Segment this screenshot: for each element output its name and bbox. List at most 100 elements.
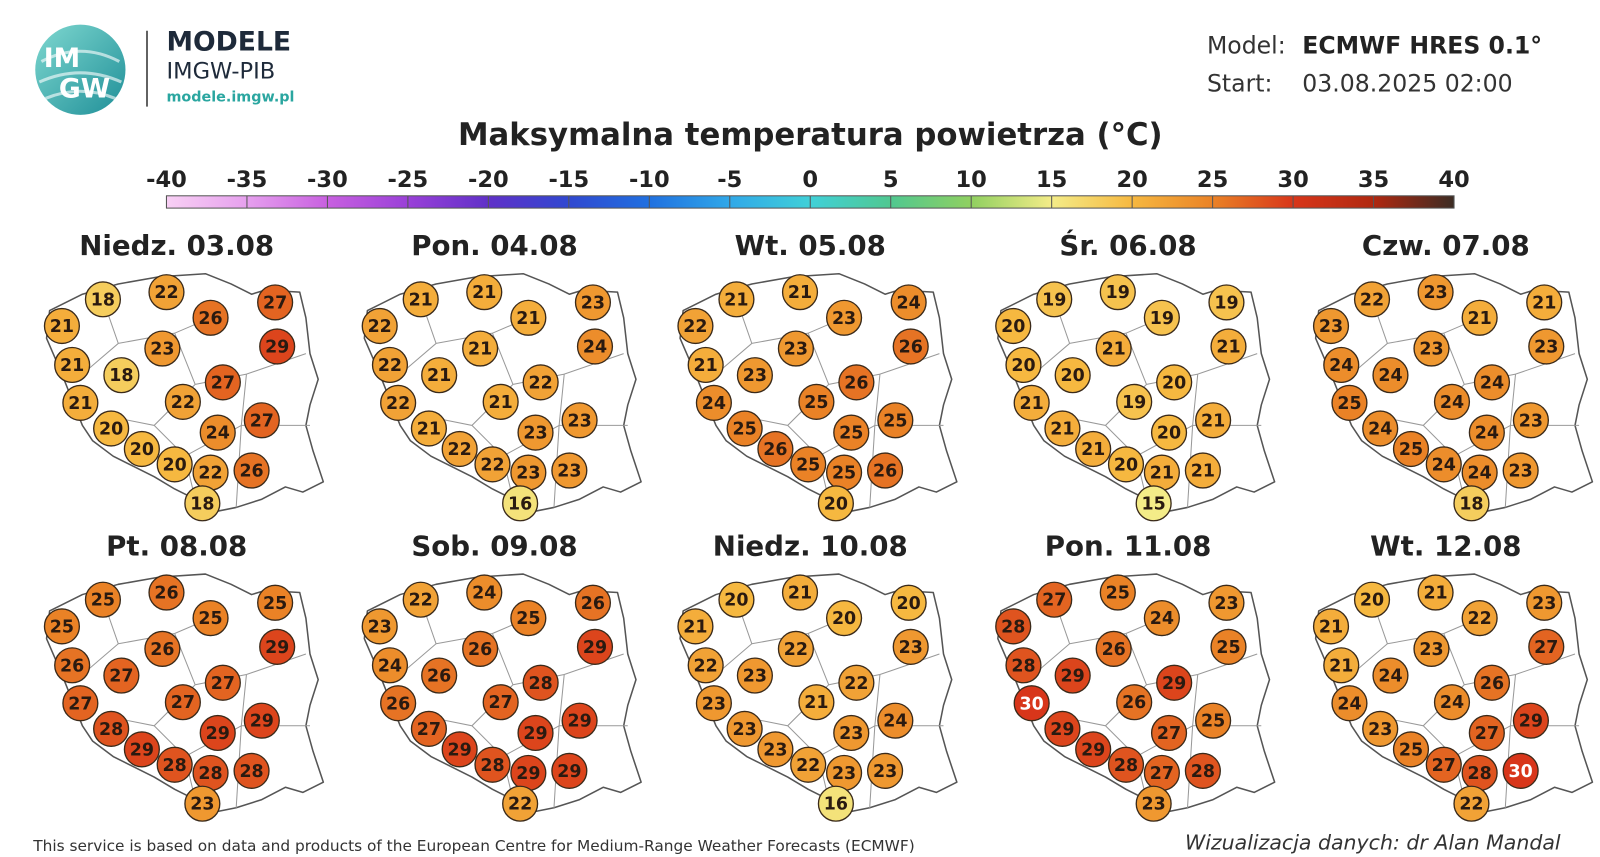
station-temperature: 23 — [743, 366, 767, 386]
station-marker — [1099, 274, 1136, 311]
station-temperature: 21 — [60, 356, 84, 376]
station-marker — [1210, 328, 1247, 365]
title: Maksymalna temperatura powietrza (°C) — [458, 117, 1163, 153]
station-temperature: 20 — [130, 440, 154, 460]
station-marker — [361, 608, 398, 645]
station-temperature: 27 — [489, 693, 513, 713]
station-temperature: 23 — [1423, 283, 1447, 303]
station-temperature: 27 — [171, 693, 195, 713]
station-temperature: 25 — [516, 609, 540, 629]
station-temperature: 23 — [1509, 462, 1533, 482]
station-temperature: 28 — [480, 756, 504, 776]
station-marker — [257, 584, 294, 621]
station-temperature: 22 — [844, 674, 868, 694]
map-title: Pon. 04.08 — [411, 229, 578, 262]
station-marker — [574, 284, 612, 321]
station-temperature: 20 — [824, 494, 848, 514]
station-marker — [798, 684, 835, 721]
map-title: Wt. 12.08 — [1370, 529, 1521, 562]
colorbar-tick-label: 30 — [1277, 167, 1308, 193]
station-marker — [1044, 710, 1081, 747]
colorbar-tick-label: 35 — [1358, 167, 1389, 193]
station-temperature: 25 — [733, 420, 757, 440]
station-temperature: 25 — [839, 424, 863, 444]
station-temperature: 26 — [386, 694, 410, 714]
station-temperature: 25 — [198, 609, 222, 629]
colorbar-tick-label: -10 — [629, 167, 670, 193]
colorbar-tick-label: 10 — [955, 167, 986, 193]
station-marker — [1095, 330, 1132, 367]
station-marker — [164, 684, 201, 721]
station-marker — [204, 664, 241, 701]
station-marker — [995, 307, 1032, 345]
station-marker — [1005, 346, 1042, 384]
station-temperature: 29 — [557, 762, 581, 782]
station-temperature: 27 — [1157, 724, 1181, 744]
station-marker — [148, 274, 185, 311]
station-marker — [1054, 657, 1091, 694]
station-marker — [1512, 402, 1550, 439]
station-temperature: 21 — [1329, 656, 1353, 676]
station-marker — [1195, 702, 1232, 739]
station-marker — [199, 714, 236, 752]
station-marker — [1433, 684, 1471, 721]
station-temperature: 24 — [897, 293, 921, 313]
station-temperature: 21 — [1319, 617, 1343, 637]
station-temperature: 21 — [472, 283, 496, 303]
station-marker — [890, 584, 927, 621]
station-marker — [1075, 430, 1112, 468]
station-marker — [1331, 685, 1368, 722]
station-temperature: 29 — [206, 724, 230, 744]
station-temperature: 29 — [1519, 712, 1543, 732]
station-temperature: 25 — [883, 411, 907, 431]
station-temperature: 20 — [1061, 366, 1085, 386]
station-temperature: 26 — [239, 462, 263, 482]
station-marker — [62, 685, 99, 722]
station-marker — [1036, 281, 1073, 318]
station-temperature: 25 — [1337, 394, 1361, 414]
station-marker — [410, 710, 448, 747]
station-marker — [259, 628, 296, 665]
station-marker — [1362, 410, 1399, 447]
station-temperature: 23 — [763, 740, 787, 760]
colorbar-tick-label: -40 — [146, 167, 187, 193]
station-marker — [1036, 581, 1073, 618]
station-temperature: 25 — [50, 617, 74, 637]
station-marker — [482, 684, 519, 721]
station-temperature: 25 — [1106, 584, 1130, 604]
station-temperature: 25 — [1399, 740, 1423, 760]
station-marker — [156, 446, 193, 483]
station-marker — [574, 584, 612, 621]
station-temperature: 26 — [154, 584, 178, 604]
station-marker — [1473, 664, 1511, 701]
station-marker — [718, 281, 755, 318]
station-temperature: 25 — [91, 591, 115, 611]
station-marker — [380, 384, 417, 421]
station-temperature: 27 — [1534, 638, 1558, 658]
station-marker — [259, 328, 296, 365]
station-temperature: 18 — [1459, 494, 1483, 514]
station-temperature: 21 — [1532, 293, 1556, 313]
station-marker — [1417, 574, 1454, 611]
station-temperature: 21 — [1216, 338, 1240, 358]
station-temperature: 23 — [567, 411, 591, 431]
station-marker — [695, 685, 732, 722]
station-marker — [1013, 384, 1050, 421]
station-marker — [757, 430, 794, 468]
station-temperature: 23 — [190, 795, 214, 815]
map-title: Czw. 07.08 — [1362, 229, 1530, 262]
station-marker — [184, 485, 221, 522]
station-temperature: 21 — [724, 290, 748, 310]
logo-text: IM — [44, 43, 80, 74]
station-temperature: 26 — [60, 656, 84, 676]
station-temperature: 21 — [804, 693, 828, 713]
station-temperature: 25 — [804, 393, 828, 413]
station-temperature: 26 — [873, 462, 897, 482]
station-temperature: 21 — [489, 393, 513, 413]
station-temperature: 15 — [1142, 494, 1166, 514]
station-marker — [93, 410, 130, 447]
station-marker — [777, 330, 814, 367]
station-marker — [1150, 714, 1188, 752]
station-temperature: 23 — [702, 694, 726, 714]
